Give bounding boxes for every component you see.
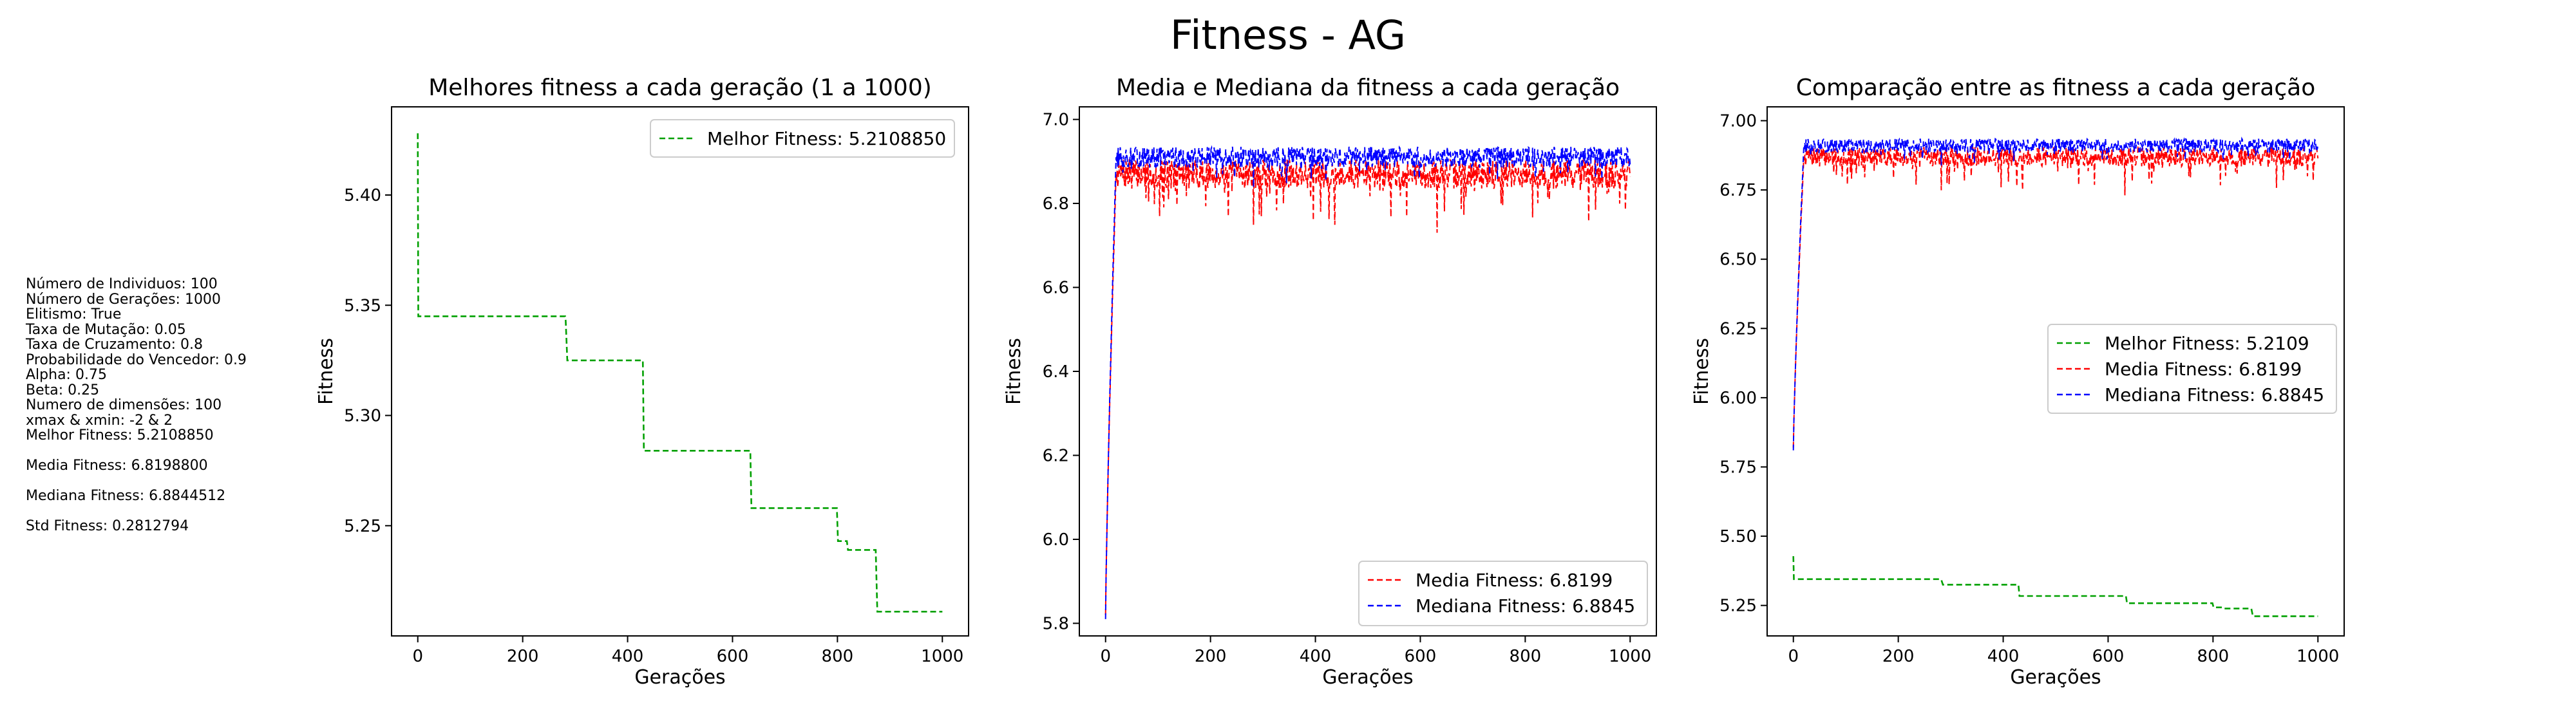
x-tick-label: 400 <box>1300 647 1332 666</box>
y-tick-label: 7.0 <box>1043 111 1069 130</box>
info-line: Taxa de Mutação: 0.05 <box>26 321 186 338</box>
x-tick-label: 400 <box>612 647 644 666</box>
info-line: Elitismo: True <box>26 306 122 322</box>
x-tick-label: 600 <box>2092 647 2125 666</box>
series-line-mean <box>1792 145 2319 448</box>
x-tick-label: 200 <box>1195 647 1227 666</box>
legend-label: Melhor Fitness: 5.2108850 <box>707 128 946 149</box>
chart-title: Melhores fitness a cada geração (1 a 100… <box>428 75 932 101</box>
y-tick-label: 5.25 <box>344 517 381 536</box>
series-line-median <box>1104 145 1631 619</box>
y-axis-label: Fitness <box>315 338 337 405</box>
info-line: Alpha: 0.75 <box>26 367 107 383</box>
x-tick-label: 800 <box>1510 647 1542 666</box>
x-tick-label: 0 <box>412 647 423 666</box>
y-tick-label: 6.2 <box>1043 446 1069 465</box>
legend: Melhor Fitness: 5.2108850 <box>650 119 955 158</box>
y-tick-label: 5.40 <box>344 186 381 205</box>
info-line: xmax & xmin: -2 & 2 <box>26 412 173 429</box>
info-line: Mediana Fitness: 6.8844512 <box>26 488 226 504</box>
x-tick-label: 0 <box>1100 647 1111 666</box>
info-line: Taxa de Cruzamento: 0.8 <box>26 337 204 353</box>
legend-label: Melhor Fitness: 5.2109 <box>2105 333 2309 354</box>
x-tick-label: 1000 <box>921 647 963 666</box>
legend: Media Fitness: 6.8199 Mediana Fitness: 6.… <box>1358 561 1648 626</box>
info-line: Std Fitness: 0.2812794 <box>26 518 189 534</box>
x-axis-label: Gerações <box>634 666 725 689</box>
x-tick-label: 600 <box>717 647 749 666</box>
legend-label: Media Fitness: 6.8199 <box>2105 359 2302 380</box>
info-line: Número de Individuos: 100 <box>26 276 218 292</box>
y-tick-label: 6.50 <box>1719 250 1757 270</box>
series-line-mean <box>1104 158 1631 615</box>
info-line: Número de Gerações: 1000 <box>26 291 221 308</box>
plot-frame <box>391 106 969 637</box>
chart-title: Comparação entre as fitness a cada geraç… <box>1796 75 2315 101</box>
series-line-median <box>1792 136 2319 451</box>
legend-box <box>1358 561 1648 626</box>
info-line: Numero de dimensões: 100 <box>26 397 222 413</box>
figure-title: Fitness - AG <box>1170 12 1406 59</box>
y-tick-label: 6.75 <box>1719 181 1757 200</box>
legend-box <box>650 119 955 158</box>
y-tick-label: 6.4 <box>1043 362 1069 382</box>
x-tick-label: 400 <box>1987 647 2020 666</box>
x-tick-label: 0 <box>1788 647 1799 666</box>
x-tick-label: 200 <box>1882 647 1915 666</box>
parameters-info: Número de Individuos: 100 Número de Geraç… <box>26 277 247 534</box>
y-axis-label: Fitness <box>1003 338 1025 405</box>
y-axis-label: Fitness <box>1690 338 1713 405</box>
plot-frame <box>1766 106 2345 637</box>
x-tick-label: 1000 <box>1609 647 1651 666</box>
chart-title: Media e Mediana da fitness a cada geraçã… <box>1116 75 1620 101</box>
x-tick-label: 1000 <box>2297 647 2339 666</box>
x-tick-label: 200 <box>507 647 539 666</box>
x-tick-label: 800 <box>822 647 854 666</box>
x-axis-label: Gerações <box>1322 666 1413 689</box>
info-line: Beta: 0.25 <box>26 382 100 398</box>
y-tick-label: 7.00 <box>1719 112 1757 131</box>
legend: Melhor Fitness: 5.2109 Media Fitness: 6.8… <box>2047 324 2337 414</box>
x-axis-label: Gerações <box>2010 666 2101 689</box>
y-tick-label: 5.35 <box>344 296 381 315</box>
info-line: Media Fitness: 6.8198800 <box>26 458 208 474</box>
x-tick-label: 800 <box>2197 647 2230 666</box>
y-tick-label: 5.25 <box>1719 597 1757 616</box>
y-tick-label: 5.50 <box>1719 527 1757 546</box>
legend-box <box>2047 324 2337 414</box>
y-tick-label: 6.25 <box>1719 319 1757 339</box>
y-tick-label: 6.00 <box>1719 389 1757 408</box>
y-tick-label: 5.75 <box>1719 458 1757 477</box>
y-tick-label: 6.6 <box>1043 279 1069 298</box>
y-tick-label: 5.30 <box>344 407 381 426</box>
x-tick-label: 600 <box>1405 647 1437 666</box>
y-tick-label: 6.0 <box>1043 530 1069 550</box>
series-line-best <box>1792 556 2318 617</box>
y-tick-label: 6.8 <box>1043 194 1069 214</box>
info-line: Melhor Fitness: 5.2108850 <box>26 427 214 443</box>
legend-label: Mediana Fitness: 6.8845 <box>1416 595 1635 617</box>
info-line: Probabilidade do Vencedor: 0.9 <box>26 351 247 368</box>
legend-label: Mediana Fitness: 6.8845 <box>2105 384 2324 405</box>
legend-label: Media Fitness: 6.8199 <box>1416 570 1613 591</box>
y-tick-label: 5.8 <box>1043 614 1069 633</box>
